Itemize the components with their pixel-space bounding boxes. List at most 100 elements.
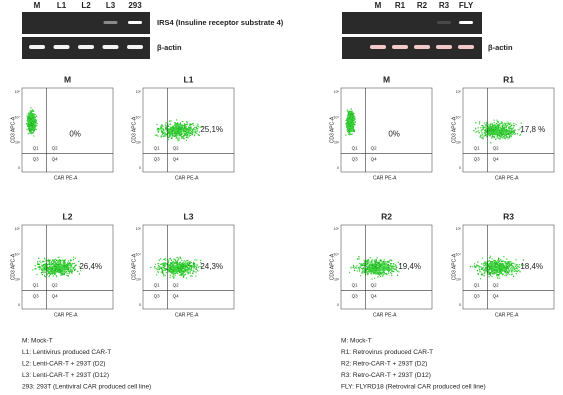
event-dot bbox=[51, 267, 53, 269]
event-dot bbox=[390, 264, 392, 266]
event-dot bbox=[519, 271, 521, 273]
event-dot bbox=[70, 271, 72, 273]
event-dot bbox=[180, 269, 182, 271]
event-dot bbox=[174, 272, 176, 275]
event-dot bbox=[78, 273, 81, 275]
event-dot bbox=[29, 128, 31, 130]
y-axis-label: CD3 APC-A bbox=[451, 116, 457, 143]
event-dot bbox=[58, 271, 60, 273]
event-dot bbox=[504, 137, 506, 139]
event-dot bbox=[186, 132, 188, 134]
event-dot bbox=[165, 127, 167, 129]
event-dot bbox=[484, 122, 486, 124]
event-dot bbox=[50, 263, 52, 265]
event-dot bbox=[510, 135, 512, 137]
event-dot bbox=[386, 274, 388, 276]
event-dot bbox=[488, 132, 490, 134]
event-dot bbox=[192, 271, 194, 273]
event-dot bbox=[183, 127, 186, 129]
event-dot bbox=[175, 129, 177, 131]
event-dot bbox=[36, 122, 38, 125]
event-dot bbox=[373, 265, 375, 267]
event-dot bbox=[521, 131, 523, 133]
event-dot bbox=[171, 133, 173, 135]
event-dot bbox=[481, 134, 484, 136]
event-dot bbox=[473, 263, 476, 265]
event-dot bbox=[176, 269, 178, 271]
event-dot bbox=[192, 264, 195, 266]
legend-line: L1: Lentivirus produced CAR-T bbox=[22, 349, 111, 356]
event-dot bbox=[357, 266, 359, 269]
event-dot bbox=[191, 275, 193, 277]
event-dot bbox=[172, 262, 174, 264]
event-dot bbox=[30, 121, 32, 123]
event-dot bbox=[193, 265, 195, 267]
event-dot bbox=[476, 131, 478, 133]
event-dot bbox=[513, 131, 515, 133]
event-dot bbox=[482, 127, 484, 129]
event-dot bbox=[67, 275, 69, 277]
event-dot bbox=[488, 128, 490, 131]
event-dot bbox=[185, 277, 187, 279]
event-dot bbox=[362, 270, 364, 272]
event-dot bbox=[369, 265, 371, 267]
event-dot bbox=[396, 270, 399, 272]
event-dot bbox=[187, 128, 189, 130]
event-dot bbox=[27, 124, 29, 126]
event-dot bbox=[173, 258, 175, 260]
y-tick-label: 0 bbox=[139, 303, 141, 307]
event-dot bbox=[162, 270, 164, 272]
event-dot bbox=[34, 265, 36, 267]
lane-label: M bbox=[34, 1, 41, 10]
event-dot bbox=[48, 262, 50, 264]
event-dot bbox=[174, 123, 176, 125]
event-dot bbox=[51, 263, 54, 266]
event-dot bbox=[497, 132, 499, 134]
event-dot bbox=[507, 130, 509, 132]
event-dot bbox=[484, 268, 486, 270]
x-axis-label: CAR PE-A bbox=[175, 312, 199, 318]
event-dot bbox=[396, 267, 398, 269]
event-dot bbox=[490, 274, 492, 276]
event-dot bbox=[351, 133, 353, 135]
event-dot bbox=[352, 130, 354, 132]
event-dot bbox=[177, 122, 179, 124]
event-dot bbox=[501, 127, 503, 129]
event-dot bbox=[496, 129, 498, 132]
event-dot bbox=[500, 133, 502, 135]
event-dot bbox=[353, 119, 355, 121]
event-dot bbox=[354, 116, 356, 118]
event-dot bbox=[67, 265, 69, 267]
event-dot bbox=[63, 272, 65, 274]
event-dot bbox=[168, 134, 170, 136]
event-dot bbox=[516, 268, 519, 270]
event-dot bbox=[189, 271, 191, 273]
event-dot bbox=[503, 260, 505, 263]
event-dot bbox=[347, 120, 349, 122]
event-dot bbox=[371, 273, 373, 275]
event-dot bbox=[180, 134, 182, 136]
event-dot bbox=[388, 269, 390, 271]
event-dot bbox=[487, 133, 489, 135]
event-dot bbox=[502, 135, 505, 138]
event-dot bbox=[384, 263, 386, 265]
event-dot bbox=[505, 125, 507, 127]
event-dot bbox=[500, 269, 502, 271]
event-dot bbox=[511, 265, 513, 267]
event-dot bbox=[26, 128, 28, 131]
event-dot bbox=[473, 130, 475, 132]
event-dot bbox=[505, 126, 507, 128]
event-dot bbox=[29, 124, 31, 126]
event-dot bbox=[367, 258, 369, 261]
event-dot bbox=[389, 265, 391, 267]
event-dot bbox=[498, 135, 501, 137]
event-dot bbox=[505, 130, 507, 132]
event-dot bbox=[502, 127, 504, 129]
event-dot bbox=[182, 129, 184, 131]
event-dot bbox=[177, 125, 179, 127]
event-dot bbox=[481, 274, 484, 276]
event-dot bbox=[60, 272, 62, 275]
event-dot bbox=[508, 134, 510, 136]
event-dot bbox=[31, 110, 33, 113]
event-dot bbox=[368, 266, 370, 268]
